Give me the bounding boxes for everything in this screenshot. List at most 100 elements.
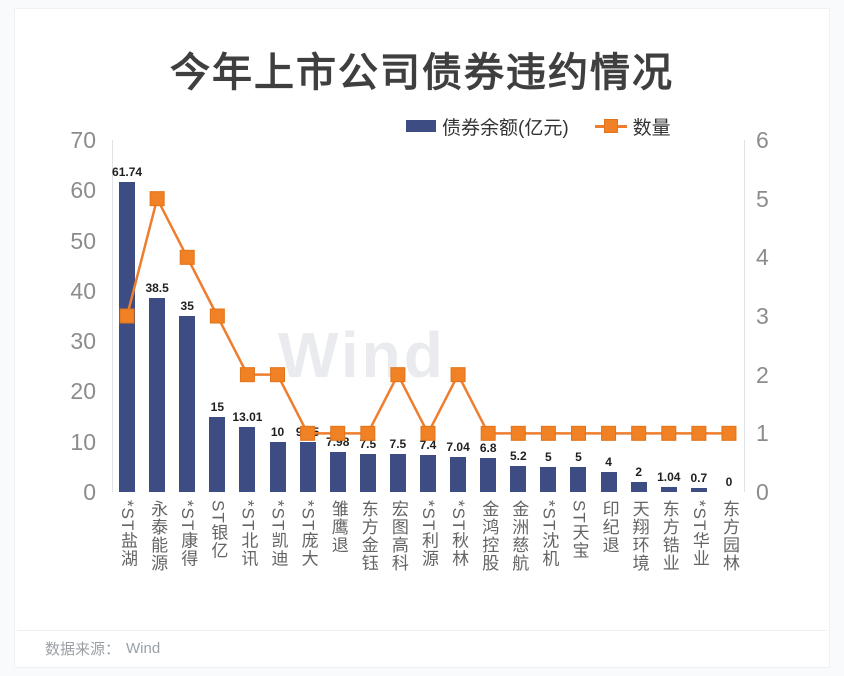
bar	[540, 467, 557, 492]
bar-value-label: 13.01	[232, 410, 263, 424]
line-marker	[330, 425, 346, 441]
legend-item-bond-balance: 债券余额(亿元)	[406, 113, 569, 140]
y-axis-right-line	[744, 140, 745, 492]
line-marker	[420, 425, 436, 441]
bar	[239, 427, 256, 492]
bar-value-label: 1.04	[657, 470, 681, 484]
data-source-footer: 数据来源： Wind	[17, 630, 827, 665]
count-line-chart	[119, 191, 737, 441]
bar	[630, 482, 647, 492]
bar	[600, 472, 617, 492]
bar-value-label: 4	[605, 455, 612, 469]
bar-value-label: 38.5	[145, 281, 169, 295]
y-axis-tick-right: 0	[756, 479, 769, 505]
legend-item-count: 数量	[594, 113, 671, 140]
line-marker	[209, 308, 225, 324]
y-axis-tick-right: 5	[756, 185, 769, 212]
y-axis-tick-left: 10	[70, 428, 96, 455]
y-axis-tick-right: 3	[756, 303, 769, 329]
bar-value-label: 0.7	[690, 471, 708, 485]
x-axis-label: 东方锆业	[659, 500, 679, 572]
y-axis-tick-left: 50	[70, 227, 96, 254]
y-axis-tick-right: 1	[756, 420, 769, 447]
x-axis-label: ST银亿	[208, 500, 228, 560]
line-marker	[510, 425, 526, 441]
bar	[570, 467, 587, 492]
line-marker	[239, 367, 255, 383]
x-axis-label: *ST盐湖	[118, 500, 138, 568]
bar-value-label: 7.04	[446, 440, 470, 454]
line-marker	[450, 367, 466, 383]
bar	[269, 442, 286, 492]
bar-value-label: 61.74	[112, 165, 143, 179]
y-axis-tick-left: 40	[70, 277, 96, 304]
bar	[420, 455, 436, 492]
line-marker	[179, 249, 195, 265]
x-axis-label: *ST华业	[689, 500, 709, 568]
bar-value-label: 2	[635, 465, 642, 479]
x-axis-label: 永泰能源	[148, 500, 168, 572]
legend: 债券余额(亿元) 数量	[406, 112, 671, 140]
y-axis-tick-left: 0	[83, 479, 96, 505]
x-axis-label: *ST秋林	[449, 500, 469, 568]
bar-series-swatch-icon	[406, 120, 436, 132]
x-axis-label: 天翔环境	[629, 500, 649, 572]
bar	[119, 182, 136, 492]
data-source-label: 数据来源：	[45, 640, 121, 658]
bar-value-label: 35	[180, 299, 194, 313]
bar	[480, 458, 497, 492]
y-axis-tick-right: 2	[756, 361, 769, 388]
line-marker	[480, 425, 496, 441]
x-axis-label: *ST利源	[419, 500, 438, 568]
bar-value-label: 7.5	[389, 437, 407, 451]
line-marker	[601, 425, 617, 441]
x-axis-label: 印纪退	[599, 500, 619, 554]
legend-label-bond-balance: 债券余额(亿元)	[442, 117, 569, 139]
legend-label-count: 数量	[632, 117, 671, 139]
bar	[450, 457, 467, 492]
bar	[660, 487, 677, 492]
line-marker	[360, 425, 376, 441]
x-axis-label: *ST北讯	[238, 500, 258, 568]
bar-value-label: 15	[210, 400, 224, 414]
line-marker	[721, 425, 737, 441]
bar	[179, 316, 196, 492]
data-source-value: Wind	[126, 639, 161, 657]
bar-value-label: 10	[270, 425, 285, 439]
bar-value-label: 7.4	[419, 438, 437, 452]
x-axis-label: *ST沈机	[539, 500, 559, 568]
line-marker	[300, 425, 316, 441]
line-marker	[570, 425, 586, 441]
bar	[690, 488, 707, 492]
line-marker	[661, 425, 677, 441]
x-axis-label: *ST凯迪	[268, 500, 288, 568]
x-axis-label: 金鸿控股	[479, 500, 499, 572]
line-marker	[691, 425, 707, 441]
bar	[299, 442, 316, 492]
bar	[389, 454, 406, 492]
x-axis-label: *ST康得	[178, 500, 198, 568]
bar-value-label: 5	[545, 450, 552, 464]
x-axis-label: ST天宝	[569, 500, 589, 560]
line-marker	[119, 308, 135, 324]
line-marker	[270, 367, 286, 383]
x-axis-label: *ST庞大	[298, 500, 318, 568]
y-axis-tick-left: 70	[70, 127, 96, 153]
line-marker	[631, 425, 647, 441]
bar	[510, 466, 527, 492]
x-axis-label: 东方园林	[719, 500, 739, 572]
bar-value-label: 5.2	[509, 449, 527, 463]
bar	[149, 298, 166, 492]
wind-watermark: Wind	[278, 319, 446, 391]
bar	[209, 417, 226, 492]
x-axis-label: 金洲慈航	[509, 500, 529, 572]
x-axis-label: 雏鹰退	[328, 500, 348, 554]
y-axis-tick-right: 6	[756, 127, 769, 153]
line-marker	[540, 425, 556, 441]
y-axis-tick-left: 30	[70, 328, 96, 355]
y-axis-tick-right: 4	[756, 244, 769, 271]
bar-value-label: 5	[575, 450, 582, 464]
x-axis-label: 东方金钰	[358, 500, 378, 572]
line-marker	[149, 191, 165, 207]
y-axis-left-line	[112, 140, 113, 492]
